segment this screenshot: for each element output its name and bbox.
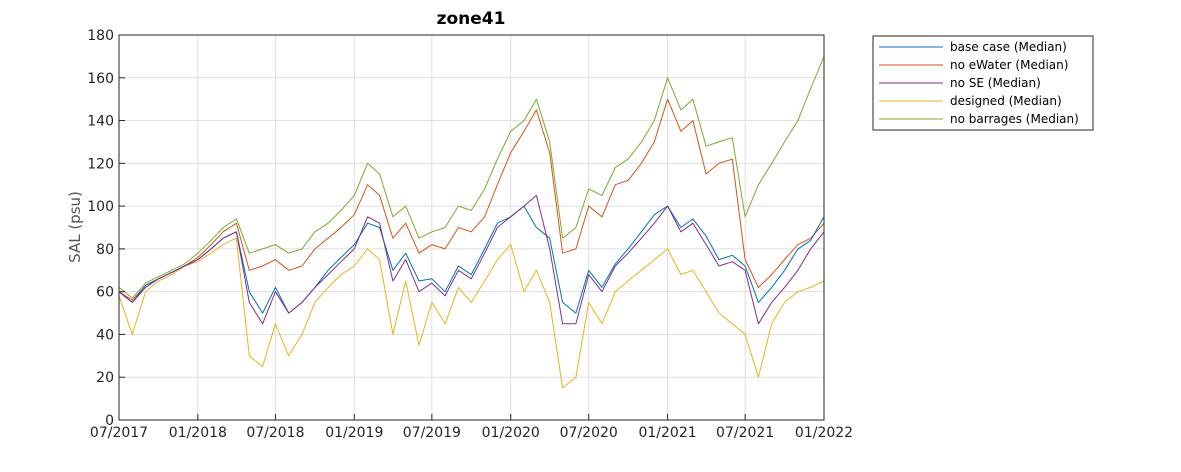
x-tick-label: 07/2020 bbox=[560, 425, 618, 441]
y-tick-label: 20 bbox=[96, 370, 114, 386]
legend-label: no barrages (Median) bbox=[950, 112, 1079, 126]
series-line-2 bbox=[118, 194, 825, 325]
x-tick-label: 01/2021 bbox=[638, 425, 696, 441]
plot-area bbox=[119, 35, 824, 420]
x-tick-label: 07/2017 bbox=[90, 425, 148, 441]
x-tick-label: 07/2021 bbox=[716, 425, 774, 441]
x-tick-label: 01/2018 bbox=[169, 425, 227, 441]
y-tick-label: 140 bbox=[87, 114, 114, 130]
y-tick-label: 40 bbox=[96, 327, 114, 343]
y-axis-label: SAL (psu) bbox=[66, 191, 84, 263]
x-tick-label: 01/2022 bbox=[795, 425, 853, 441]
series-line-3 bbox=[118, 237, 825, 389]
y-tick-label: 180 bbox=[87, 28, 114, 44]
y-tick-label: 160 bbox=[87, 71, 114, 87]
legend-label: base case (Median) bbox=[950, 40, 1067, 54]
y-tick-label: 120 bbox=[87, 156, 114, 172]
x-tick-label: 07/2018 bbox=[246, 425, 304, 441]
chart-title: zone41 bbox=[437, 9, 506, 29]
x-tick-label: 01/2020 bbox=[482, 425, 540, 441]
axis-ticks: 0 20 40 60 80 100 120 140 160 180 07/2017 01/2018 07… bbox=[87, 28, 853, 441]
y-tick-label: 100 bbox=[87, 199, 114, 215]
legend-label: designed (Median) bbox=[950, 94, 1062, 108]
x-tick-label: 01/2019 bbox=[325, 425, 383, 441]
y-tick-label: 0 bbox=[105, 413, 114, 429]
legend-label: no eWater (Median) bbox=[950, 58, 1068, 72]
x-tick-label: 07/2019 bbox=[403, 425, 461, 441]
series-lines bbox=[118, 56, 825, 389]
series-line-1 bbox=[118, 98, 825, 301]
y-tick-label: 80 bbox=[96, 242, 114, 258]
legend: base case (Median) no eWater (Median) no S… bbox=[872, 35, 1094, 131]
legend-label: no SE (Median) bbox=[950, 76, 1041, 90]
series-line-4 bbox=[118, 56, 825, 299]
y-tick-label: 60 bbox=[96, 285, 114, 301]
plot-frame bbox=[118, 34, 825, 421]
